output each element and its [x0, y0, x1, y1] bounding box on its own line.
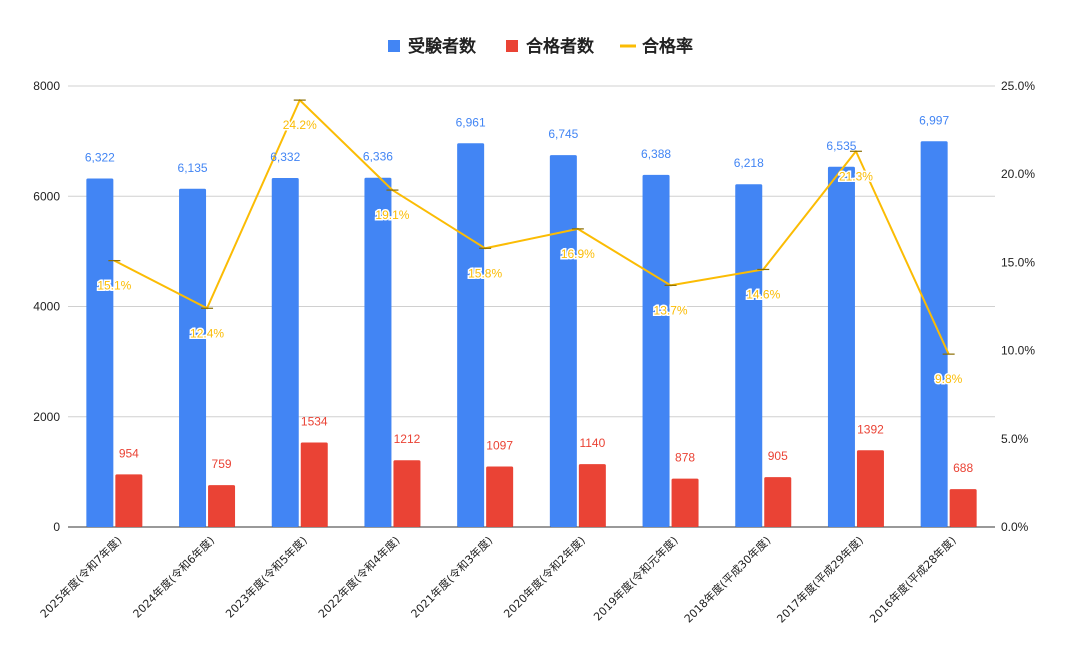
y-tick-label: 4000: [33, 300, 60, 314]
data-label-passers: 905: [768, 449, 788, 463]
bar-passers: [486, 466, 514, 527]
y2-tick-label: 0.0%: [1001, 520, 1029, 534]
data-label-pass-rate: 14.6%: [746, 287, 780, 301]
x-tick-label: 2019年度(令和元年度): [590, 533, 680, 623]
data-label-pass-rate: 12.4%: [190, 326, 224, 340]
data-label-examinees: 6,745: [548, 127, 578, 141]
data-label-examinees: 6,336: [363, 150, 393, 164]
data-label-passers: 688: [953, 461, 973, 475]
bar-passers: [393, 460, 421, 527]
bar-examinees: [271, 177, 299, 528]
data-label-passers: 1392: [857, 422, 884, 436]
bar-passers: [208, 485, 236, 527]
bar-passers: [671, 478, 699, 527]
bar-passers: [856, 450, 884, 527]
data-label-passers: 759: [212, 457, 232, 471]
data-label-passers: 1534: [301, 414, 328, 428]
bar-examinees: [549, 155, 577, 527]
y-tick-label: 2000: [33, 410, 60, 424]
y2-tick-label: 15.0%: [1001, 255, 1035, 269]
x-tick-label: 2017年度(平成29年度): [774, 533, 866, 625]
data-label-examinees: 6,332: [270, 150, 300, 164]
legend-label: 受験者数: [408, 36, 477, 57]
y-tick-label: 8000: [33, 79, 60, 93]
legend-label: 合格率: [642, 36, 693, 57]
data-label-pass-rate: 21.3%: [839, 169, 873, 183]
data-label-examinees: 6,388: [641, 147, 671, 161]
data-label-pass-rate: 15.8%: [468, 266, 502, 280]
data-label-passers: 954: [119, 446, 139, 460]
x-tick-label: 2023年度(令和5年度): [222, 533, 309, 620]
data-label-examinees: 6,135: [178, 161, 208, 175]
x-tick-label: 2022年度(令和4年度): [315, 533, 402, 620]
data-label-pass-rate: 16.9%: [561, 247, 595, 261]
data-label-pass-rate: 24.2%: [283, 118, 317, 132]
data-label-pass-rate: 19.1%: [375, 208, 409, 222]
y2-tick-label: 25.0%: [1001, 79, 1035, 93]
data-label-pass-rate: 15.1%: [97, 279, 131, 293]
y2-tick-label: 10.0%: [1001, 344, 1035, 358]
x-tick-label: 2020年度(令和2年度): [501, 533, 588, 620]
x-tick-label: 2016年度(平成28年度): [866, 533, 958, 625]
data-label-passers: 878: [675, 451, 695, 465]
y-tick-label: 0: [53, 520, 60, 534]
data-label-examinees: 6,961: [456, 115, 486, 129]
bar-examinees: [920, 141, 948, 527]
bar-examinees: [364, 177, 392, 527]
y2-tick-label: 20.0%: [1001, 167, 1035, 181]
bar-examinees: [457, 143, 485, 527]
y2-tick-label: 5.0%: [1001, 432, 1029, 446]
bar-examinees: [735, 184, 763, 527]
legend-swatch-passers: [506, 40, 518, 52]
data-label-pass-rate: 13.7%: [654, 303, 688, 317]
data-label-passers: 1097: [486, 439, 513, 453]
data-label-passers: 1140: [579, 436, 605, 450]
bar-passers: [300, 442, 328, 527]
legend-label: 合格者数: [526, 36, 595, 57]
bar-passers: [115, 474, 143, 527]
data-label-examinees: 6,997: [919, 113, 949, 127]
line-pass-rate: [113, 99, 950, 355]
x-tick-label: 2024年度(令和6年度): [130, 533, 217, 620]
bar-passers: [949, 489, 977, 527]
bar-passers: [578, 464, 606, 527]
data-label-examinees: 6,322: [85, 150, 115, 164]
bar-examinees: [179, 188, 207, 528]
x-tick-label: 2018年度(平成30年度): [681, 533, 773, 625]
data-label-passers: 1212: [394, 432, 421, 446]
bar-examinees: [827, 166, 855, 527]
y-tick-label: 6000: [33, 189, 60, 203]
bar-examinees: [642, 174, 670, 527]
data-label-examinees: 6,218: [734, 156, 764, 170]
x-tick-label: 2021年度(令和3年度): [408, 533, 495, 620]
legend-swatch-examinees: [388, 40, 400, 52]
data-label-examinees: 6,535: [826, 139, 856, 153]
bar-passers: [764, 477, 792, 527]
x-tick-label: 2025年度(令和7年度): [37, 533, 124, 620]
bar-examinees: [86, 178, 114, 527]
data-label-pass-rate: 9.8%: [935, 372, 963, 386]
